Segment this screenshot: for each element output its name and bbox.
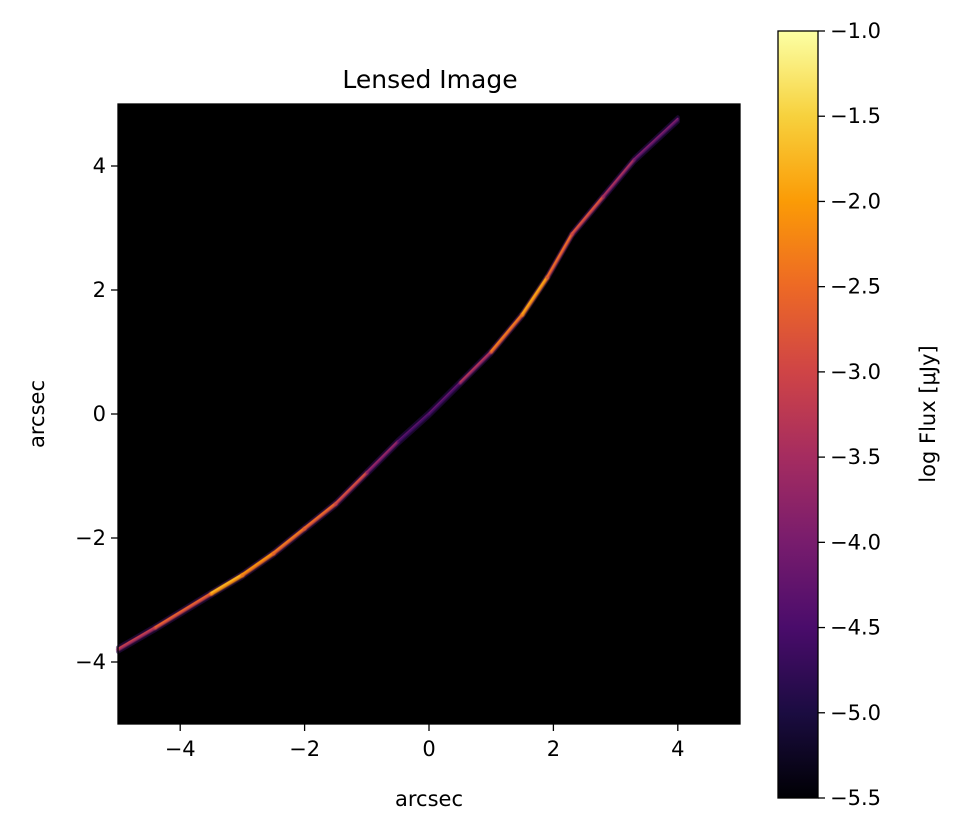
plot-area: −4 −2 0 2 4 −4 −2 0 2 4 [75, 103, 741, 761]
x-tick-label: 4 [671, 737, 684, 761]
arc-highlight [272, 526, 306, 554]
x-axis-label: arcsec [395, 787, 463, 811]
arc-highlight [154, 591, 213, 628]
y-tick-label: 0 [93, 402, 106, 426]
arc-segment [153, 592, 213, 630]
y-tick-label: 4 [93, 154, 106, 178]
arc-highlight [633, 117, 679, 160]
x-tick-label: 0 [422, 737, 435, 761]
colorbar-tick-label: −1.0 [830, 19, 881, 43]
arc-highlight [303, 501, 337, 529]
arc-segment [240, 551, 276, 577]
y-axis-label: arcsec [25, 380, 49, 448]
arc-segment [271, 527, 307, 556]
arc-segment [334, 471, 369, 506]
colorbar-tick-label: −2.5 [830, 275, 881, 299]
arc-highlight [241, 551, 275, 575]
colorbar-gradient [778, 31, 818, 798]
x-tick-label: 2 [547, 737, 560, 761]
arc-highlight [521, 275, 549, 315]
colorbar-tick-label: −1.5 [830, 104, 881, 128]
arc-highlight [366, 440, 399, 473]
colorbar-tick-label: −5.0 [830, 701, 881, 725]
arc-segment [601, 158, 636, 199]
colorbar-tick-label: −4.0 [830, 530, 881, 554]
chart-title: Lensed Image [342, 65, 517, 94]
y-tick-label: −4 [75, 650, 106, 674]
x-axis: −4 −2 0 2 4 [165, 724, 684, 761]
arc-highlight [335, 471, 368, 504]
lensed-arc [116, 115, 680, 654]
colorbar-ticks: −1.0 −1.5 −2.0 −2.5 −3.0 −3.5 −4.0 −4.5 −5.0 −5.5 [818, 19, 881, 810]
arc-highlight [210, 573, 244, 594]
arc-highlight [571, 195, 604, 234]
arc-highlight [459, 350, 492, 383]
arc-segment [396, 412, 431, 443]
arc-highlight [602, 157, 635, 197]
arc-segment [302, 502, 338, 531]
arc-segment [365, 440, 400, 475]
arc-highlight [397, 412, 430, 442]
arc-segment [427, 381, 462, 416]
arc-segment [570, 195, 605, 236]
arc-segment [458, 350, 493, 385]
arc-segment [209, 573, 245, 596]
colorbar-label: log Flux [μJy] [916, 345, 940, 482]
colorbar-frame [777, 30, 819, 799]
colorbar-tick-label: −3.5 [830, 445, 881, 469]
y-tick-label: −2 [75, 526, 106, 550]
arc-highlight [428, 381, 461, 414]
colorbar: −1.0 −1.5 −2.0 −2.5 −3.0 −3.5 −4.0 −4.5 −5.0 −5.5 [777, 19, 881, 810]
y-tick-label: 2 [93, 278, 106, 302]
colorbar-tick-label: −4.5 [830, 616, 881, 640]
x-tick-label: −2 [289, 737, 320, 761]
x-tick-label: −4 [165, 737, 196, 761]
arc-segment [489, 313, 524, 354]
y-axis: −4 −2 0 2 4 [75, 154, 118, 674]
arc-highlight [490, 312, 524, 352]
arc-highlight [546, 232, 573, 278]
colorbar-tick-label: −3.0 [830, 360, 881, 384]
colorbar-tick-label: −2.0 [830, 189, 881, 213]
colorbar-tick-label: −5.5 [830, 786, 881, 810]
arc-segment [116, 626, 157, 652]
arc-highlight [117, 626, 156, 650]
arc-segment [633, 118, 679, 161]
